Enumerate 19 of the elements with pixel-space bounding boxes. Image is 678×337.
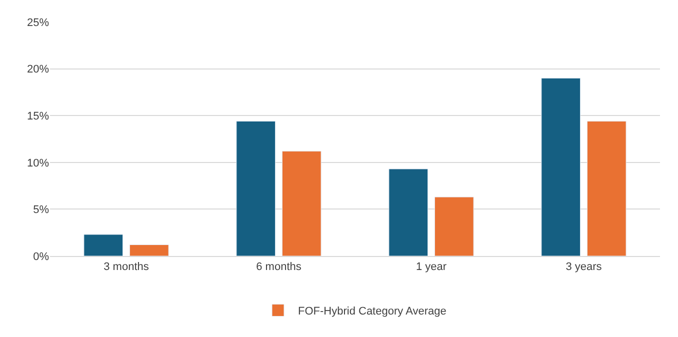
bar	[541, 78, 581, 256]
x-tick-label: 1 year	[416, 261, 447, 274]
bar	[434, 196, 474, 256]
bar	[236, 120, 276, 256]
y-tick-label: 15%	[26, 110, 50, 122]
bar	[586, 120, 626, 256]
y-tick-label: 10%	[26, 157, 50, 170]
x-tick-label: 3 months	[104, 261, 150, 274]
bar	[129, 244, 169, 256]
bar	[84, 234, 124, 256]
y-tick-label: 25%	[26, 16, 50, 29]
y-tick-label: 0%	[33, 250, 50, 263]
bar	[282, 150, 322, 256]
x-tick-label: 3 years	[566, 261, 602, 274]
y-tick-label: 20%	[26, 64, 50, 76]
legend-label: FOF-Hybrid Category Average	[298, 306, 446, 318]
y-tick-label: 5%	[33, 204, 50, 216]
x-tick-label: 6 months	[256, 261, 302, 274]
bar	[388, 168, 428, 256]
